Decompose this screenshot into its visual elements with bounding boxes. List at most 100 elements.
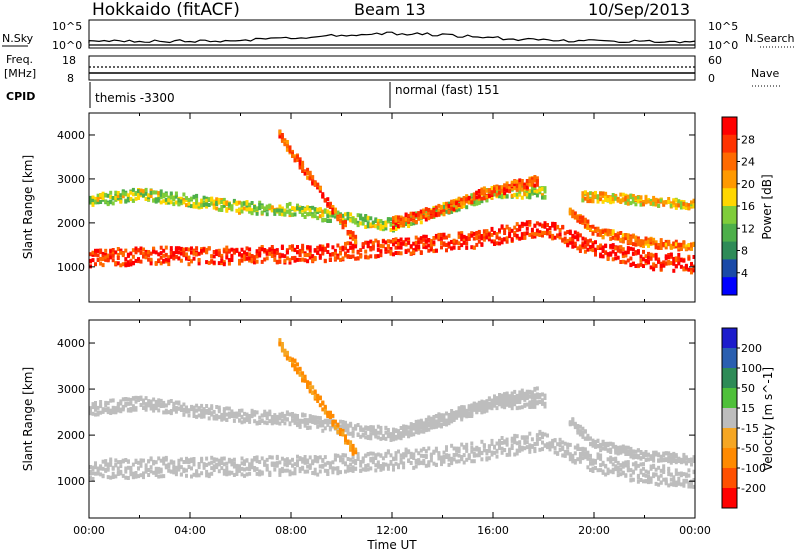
velocity-cell (369, 436, 373, 441)
power-cell (672, 244, 676, 249)
velocity-cell (477, 447, 481, 452)
velocity-cell (94, 412, 97, 417)
velocity-cell (316, 424, 320, 429)
power-cell (389, 227, 393, 232)
power-cell (525, 222, 529, 227)
power-cell (432, 209, 436, 214)
velocity-cell (457, 413, 461, 418)
velocity-cell (280, 348, 284, 353)
power-cell (316, 216, 320, 221)
power-cell (336, 210, 340, 215)
velocity-cell (336, 466, 340, 471)
velocity-cell (308, 455, 312, 460)
freq-label-2: [MHz] (4, 67, 36, 80)
power-cell (308, 252, 312, 257)
velocity-cell (573, 460, 577, 465)
velocity-cell (144, 396, 148, 401)
power-cell (485, 188, 489, 193)
velocity-cell (200, 408, 204, 413)
power-cell (589, 227, 592, 232)
velocity-cell (313, 467, 317, 472)
power-cell (111, 253, 115, 258)
power-cell (147, 253, 151, 258)
velocity-cell (270, 455, 274, 460)
power-cell (185, 203, 188, 208)
velocity-cell (356, 423, 360, 427)
power-cell (634, 251, 638, 256)
velocity-cell (432, 450, 436, 455)
power-cell (389, 222, 393, 227)
power-cell (677, 242, 681, 247)
power-cell (139, 191, 143, 196)
velocity-cell (235, 472, 239, 476)
velocity-cell (657, 458, 661, 463)
velocity-cell (389, 432, 393, 437)
power-cell (407, 213, 411, 218)
velocity-cell (394, 456, 398, 461)
power-cell (604, 191, 608, 196)
velocity-cell (344, 461, 347, 466)
colorbar-tick-label: 4 (741, 267, 748, 280)
power-cell (142, 247, 145, 252)
power-cell (639, 262, 643, 267)
power-cell (677, 256, 681, 261)
velocity-cell (293, 420, 297, 425)
power-cell (631, 262, 635, 266)
velocity-cell (192, 460, 196, 465)
velocity-cell (250, 461, 254, 466)
velocity-cell (427, 460, 431, 465)
velocity-cell (528, 446, 532, 451)
power-cell (306, 212, 310, 217)
power-cell (192, 204, 196, 209)
power-cell (222, 249, 226, 254)
velocity-cell (139, 403, 143, 407)
power-cell (129, 197, 133, 201)
power-cell (457, 196, 461, 201)
velocity-cell (447, 455, 451, 460)
power-cell (374, 219, 378, 224)
power-cell (253, 260, 257, 265)
power-cell (190, 246, 193, 251)
power-cell (301, 208, 305, 213)
power-cell (543, 230, 547, 235)
velocity-cell (679, 482, 683, 487)
power-cell (291, 256, 294, 261)
velocity-cell (583, 429, 587, 434)
velocity-cell (359, 426, 363, 430)
velocity-cell (144, 463, 148, 468)
power-cell (452, 238, 456, 243)
velocity-cell (255, 421, 259, 426)
velocity-cell (104, 400, 108, 405)
power-cell (374, 238, 378, 243)
velocity-cell (275, 461, 279, 466)
power-cell (626, 233, 630, 238)
power-cell (659, 243, 663, 248)
power-cell (227, 261, 231, 266)
power-cell (179, 246, 183, 251)
power-cell (137, 248, 140, 253)
power-cell (629, 246, 633, 251)
power-cell (528, 195, 532, 199)
power-cell (217, 207, 221, 212)
velocity-cell (599, 444, 603, 449)
power-cell (614, 233, 618, 238)
power-cell (520, 235, 524, 240)
power-cell (583, 217, 587, 222)
velocity-cell (672, 459, 676, 463)
velocity-cell (629, 449, 633, 454)
power-cell (563, 231, 567, 236)
velocity-cell (692, 455, 696, 460)
power-cell (510, 237, 514, 242)
velocity-cell (308, 425, 312, 430)
velocity-cell (434, 414, 438, 418)
power-cell (594, 229, 597, 233)
power-cell (460, 199, 464, 203)
power-cell (523, 231, 527, 236)
velocity-cell (480, 399, 484, 404)
velocity-cell (394, 451, 398, 456)
velocity-cell (419, 424, 423, 429)
velocity-cell (167, 468, 171, 473)
power-cell (460, 243, 464, 248)
power-cell (530, 177, 534, 182)
velocity-cell (336, 429, 340, 434)
